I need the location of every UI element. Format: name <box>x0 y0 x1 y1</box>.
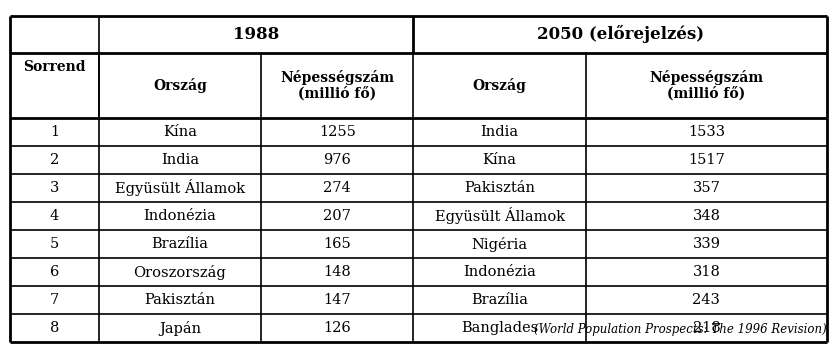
Text: Indonézia: Indonézia <box>462 265 536 279</box>
Text: 207: 207 <box>323 209 351 223</box>
Text: 218: 218 <box>691 321 720 335</box>
Text: 165: 165 <box>323 237 351 251</box>
Text: Brazília: Brazília <box>151 237 208 251</box>
Text: 2: 2 <box>49 153 59 167</box>
Text: 147: 147 <box>323 293 351 307</box>
Text: Ország: Ország <box>472 78 526 93</box>
Text: 4: 4 <box>49 209 59 223</box>
Text: Pakisztán: Pakisztán <box>145 293 215 307</box>
Text: 6: 6 <box>49 265 59 279</box>
Text: Indonézia: Indonézia <box>143 209 217 223</box>
Text: 318: 318 <box>691 265 720 279</box>
Text: 1255: 1255 <box>319 125 355 139</box>
Text: Japán: Japán <box>159 321 201 336</box>
Text: 5: 5 <box>49 237 59 251</box>
Text: Banglades: Banglades <box>461 321 538 335</box>
Text: 274: 274 <box>323 181 351 195</box>
Text: Oroszország: Oroszország <box>134 265 226 280</box>
Text: Kína: Kína <box>482 153 516 167</box>
Text: 243: 243 <box>691 293 720 307</box>
Text: Együsült Államok: Együsült Államok <box>434 207 564 224</box>
Text: 1517: 1517 <box>687 153 724 167</box>
Text: 348: 348 <box>691 209 720 223</box>
Text: 7: 7 <box>49 293 59 307</box>
Text: 1: 1 <box>50 125 59 139</box>
Text: Nigéria: Nigéria <box>471 237 528 252</box>
Text: 3: 3 <box>49 181 59 195</box>
Text: 148: 148 <box>323 265 351 279</box>
Text: Népességszám
(millió fő): Népességszám (millió fő) <box>280 69 394 101</box>
Text: 1533: 1533 <box>687 125 724 139</box>
Text: 126: 126 <box>323 321 351 335</box>
Text: Brazília: Brazília <box>471 293 528 307</box>
Text: 8: 8 <box>49 321 59 335</box>
Text: 339: 339 <box>691 237 720 251</box>
Text: (World Population Prospects: The 1996 Revision): (World Population Prospects: The 1996 Re… <box>533 323 826 336</box>
Text: India: India <box>480 125 518 139</box>
Text: Ország: Ország <box>153 78 206 93</box>
Text: India: India <box>161 153 199 167</box>
Text: Együsült Államok: Együsült Államok <box>115 179 245 196</box>
Text: Pakisztán: Pakisztán <box>464 181 534 195</box>
Text: 2050 (előrejelzés): 2050 (előrejelzés) <box>536 25 703 43</box>
Text: Népességszám
(millió fő): Népességszám (millió fő) <box>649 69 762 101</box>
Text: 357: 357 <box>691 181 720 195</box>
Text: 976: 976 <box>323 153 351 167</box>
Text: Sorrend: Sorrend <box>23 60 85 74</box>
Text: Kína: Kína <box>163 125 196 139</box>
Text: 1988: 1988 <box>232 26 279 43</box>
